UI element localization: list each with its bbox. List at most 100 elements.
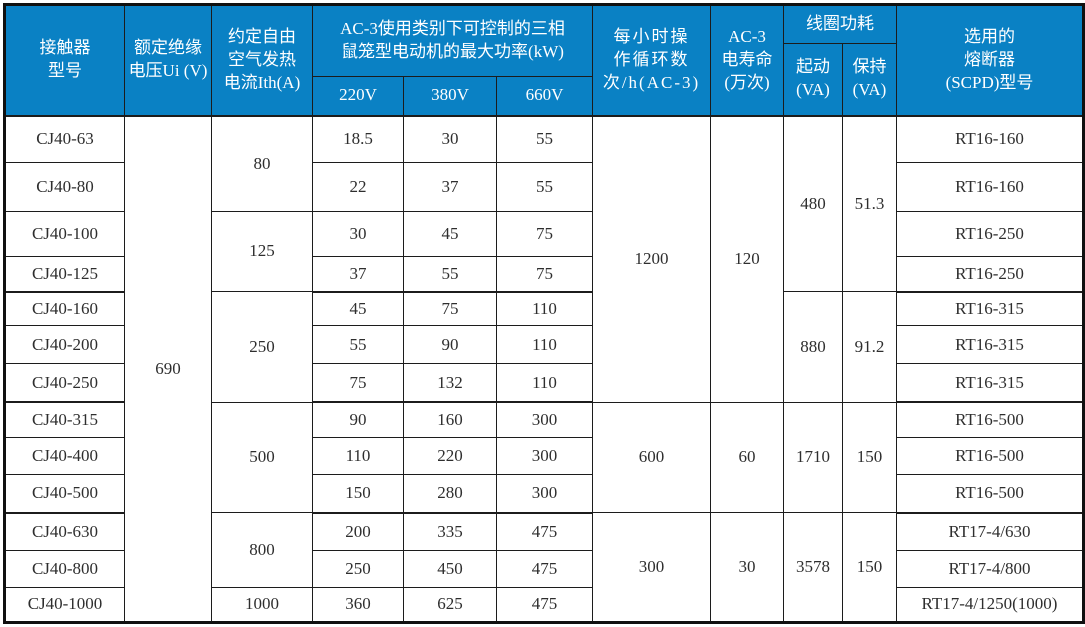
scpd-cell: RT16-500: [896, 436, 1084, 476]
scpd-cell: RT16-160: [896, 162, 1084, 212]
model-cell: CJ40-800: [4, 549, 125, 588]
scpd-cell: RT16-500: [896, 474, 1084, 514]
coil-start-cell: 3578: [783, 512, 843, 623]
header-cycles: 每小时操 作循环数 次/h(AC-3): [592, 4, 711, 117]
kw-220-cell: 30: [312, 210, 404, 257]
scpd-cell: RT16-500: [896, 401, 1084, 438]
model-cell: CJ40-125: [4, 255, 125, 293]
table-row: CJ40-400 110 220 300 RT16-500: [4, 436, 1084, 476]
kw-380-cell: 450: [403, 549, 497, 588]
kw-220-cell: 150: [312, 474, 404, 514]
contactor-specs-table: 接触器 型号 额定绝缘 电压Ui (V) 约定自由 空气发热 电流Ith(A) …: [3, 3, 1085, 624]
model-cell: CJ40-200: [4, 325, 125, 365]
scpd-cell: RT17-4/630: [896, 512, 1084, 551]
kw-660-cell: 110: [496, 363, 593, 404]
scpd-cell: RT17-4/1250(1000): [896, 586, 1084, 624]
model-cell: CJ40-500: [4, 474, 125, 514]
kw-220-cell: 37: [312, 255, 404, 293]
coil-hold-cell: 150: [842, 401, 897, 514]
table-row: CJ40-63 690 80 18.5 30 55 1200 120 480 5…: [4, 114, 1084, 623]
ith-cell: 250: [211, 291, 313, 403]
life-cell: 30: [710, 512, 784, 623]
scpd-cell: RT16-250: [896, 255, 1084, 293]
table-row: CJ40-125 37 55 75 RT16-250: [4, 255, 1084, 293]
kw-660-cell: 55: [496, 114, 593, 164]
life-cell: 60: [710, 401, 784, 514]
kw-660-cell: 55: [496, 162, 593, 212]
kw-380-cell: 75: [403, 291, 497, 327]
model-cell: CJ40-63: [4, 114, 125, 164]
table-row: CJ40-315 500 90 160 300 600 60 1710 150 …: [4, 401, 1084, 514]
header-kw-660v: 660V: [496, 76, 593, 117]
scpd-cell: RT16-315: [896, 291, 1084, 327]
model-cell: CJ40-1000: [4, 586, 125, 624]
table-row: CJ40-250 75 132 110 RT16-315: [4, 363, 1084, 404]
table-row: CJ40-500 150 280 300 RT16-500: [4, 474, 1084, 514]
cycles-cell: 1200: [592, 115, 711, 403]
model-cell: CJ40-160: [4, 291, 125, 327]
model-cell: CJ40-400: [4, 436, 125, 476]
kw-220-cell: 75: [312, 363, 404, 404]
life-cell: 120: [710, 115, 784, 403]
kw-660-cell: 300: [496, 474, 593, 514]
kw-380-cell: 625: [403, 586, 497, 624]
ith-cell: 80: [211, 115, 313, 212]
coil-start-cell: 880: [783, 291, 843, 403]
kw-380-cell: 45: [403, 210, 497, 257]
kw-380-cell: 335: [403, 512, 497, 551]
model-cell: CJ40-315: [4, 401, 125, 438]
header-ui-voltage: 额定绝缘 电压Ui (V): [124, 4, 212, 117]
kw-660-cell: 75: [496, 210, 593, 257]
kw-380-cell: 220: [403, 436, 497, 476]
ui-voltage-cell: 690: [124, 115, 212, 623]
kw-380-cell: 37: [403, 162, 497, 212]
cycles-cell: 600: [592, 401, 711, 514]
scpd-cell: RT16-315: [896, 325, 1084, 365]
cycles-cell: 300: [592, 512, 711, 623]
scpd-cell: RT16-315: [896, 363, 1084, 404]
kw-660-cell: 475: [496, 549, 593, 588]
coil-start-cell: 1710: [783, 401, 843, 514]
kw-220-cell: 55: [312, 325, 404, 365]
kw-220-cell: 360: [312, 586, 404, 624]
header-model: 接触器 型号: [4, 4, 125, 117]
table-row: CJ40-1000 1000 360 625 475 RT17-4/1250(1…: [4, 586, 1084, 624]
kw-380-cell: 280: [403, 474, 497, 514]
ith-cell: 125: [211, 210, 313, 293]
model-cell: CJ40-100: [4, 210, 125, 257]
kw-660-cell: 300: [496, 401, 593, 438]
coil-start-cell: 480: [783, 114, 843, 293]
model-cell: CJ40-80: [4, 162, 125, 212]
kw-660-cell: 300: [496, 436, 593, 476]
ith-cell: 800: [211, 512, 313, 588]
table-header: 接触器 型号 额定绝缘 电压Ui (V) 约定自由 空气发热 电流Ith(A) …: [4, 4, 1084, 117]
table-row: CJ40-100 125 30 45 75 RT16-250: [4, 210, 1084, 293]
scpd-cell: RT16-250: [896, 210, 1084, 257]
coil-hold-cell: 91.2: [842, 291, 897, 403]
table-row: CJ40-160 250 45 75 110 880 91.2 RT16-315: [4, 291, 1084, 403]
coil-hold-cell: 51.3: [842, 114, 897, 293]
header-coil-start: 起动 (VA): [783, 43, 843, 117]
kw-220-cell: 90: [312, 401, 404, 438]
table-row: CJ40-630 800 200 335 475 300 30 3578 150…: [4, 512, 1084, 623]
coil-hold-cell: 150: [842, 512, 897, 623]
header-kw-380v: 380V: [403, 76, 497, 117]
kw-220-cell: 18.5: [312, 114, 404, 164]
scpd-cell: RT17-4/800: [896, 549, 1084, 588]
model-cell: CJ40-250: [4, 363, 125, 404]
kw-220-cell: 250: [312, 549, 404, 588]
header-coil-title: 线圈功耗: [783, 4, 897, 44]
header-life: AC-3 电寿命 (万次): [710, 4, 784, 117]
table-row: CJ40-200 55 90 110 RT16-315: [4, 325, 1084, 365]
header-scpd: 选用的 熔断器 (SCPD)型号: [896, 4, 1084, 117]
header-kw-title: AC-3使用类别下可控制的三相 鼠笼型电动机的最大功率(kW): [312, 4, 593, 77]
table-row: CJ40-80 22 37 55 RT16-160: [4, 162, 1084, 212]
kw-380-cell: 132: [403, 363, 497, 404]
header-ith: 约定自由 空气发热 电流Ith(A): [211, 4, 313, 117]
ith-cell: 500: [211, 401, 313, 514]
scpd-cell: RT16-160: [896, 114, 1084, 164]
kw-660-cell: 110: [496, 325, 593, 365]
kw-220-cell: 22: [312, 162, 404, 212]
kw-660-cell: 475: [496, 512, 593, 551]
kw-380-cell: 30: [403, 114, 497, 164]
